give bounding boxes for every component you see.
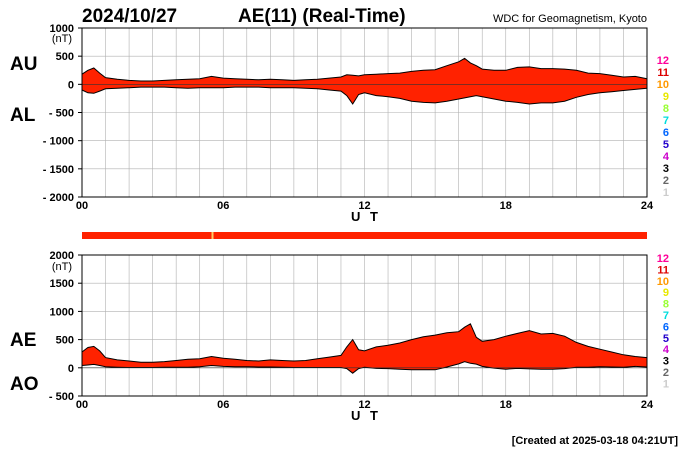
al-label: AL	[10, 105, 36, 126]
data-source: WDC for Geomagnetism, Kyoto	[493, 13, 647, 25]
level-legend-item: 7	[663, 310, 669, 322]
level-legend-item: 1	[663, 187, 669, 199]
y-tick-label: 1000	[50, 23, 74, 35]
series-line-au	[81, 57, 648, 82]
au-al-x-axis-label: U T	[351, 209, 381, 224]
level-legend-item: 5	[663, 139, 669, 151]
x-tick-label: 00	[76, 200, 88, 212]
x-tick-label: 06	[217, 399, 229, 411]
y-tick-label: - 1500	[43, 164, 74, 176]
ao-label: AO	[10, 374, 39, 395]
level-legend-item: 4	[663, 151, 670, 163]
y-tick-label: 500	[56, 51, 74, 63]
au-al-panel: AU AL (nT) U T 1000 500 0 - 500 - 1000 - 1500…	[10, 23, 654, 224]
ae-ao-unit-label: (nT)	[52, 261, 72, 273]
ae-ao-x-axis-label: U T	[351, 408, 381, 423]
x-tick-label: 24	[641, 200, 654, 212]
y-tick-label: 1500	[50, 278, 74, 290]
level-legend-item: 8	[663, 103, 669, 115]
level-legend-item: 3	[663, 356, 669, 368]
level-legend-item: 9	[663, 91, 669, 103]
y-tick-label: 2000	[50, 250, 74, 262]
level-legend-item: 4	[663, 344, 670, 356]
series-fill-area	[82, 58, 647, 104]
level-legend-item: 8	[663, 299, 669, 311]
level-legend-item: 9	[663, 287, 669, 299]
status-bar-marker	[211, 232, 214, 239]
x-tick-label: 12	[358, 399, 370, 411]
series-line-al	[81, 86, 648, 105]
level-legend-item: 1	[663, 378, 669, 390]
level-legend-item: 2	[663, 175, 669, 187]
level-legend-item: 3	[663, 163, 669, 175]
level-legend-item: 2	[663, 367, 669, 379]
x-tick-label: 06	[217, 200, 229, 212]
y-tick-label: 0	[68, 79, 74, 91]
x-tick-label: 00	[76, 399, 88, 411]
chart-title: AE(11) (Real-Time)	[238, 6, 406, 27]
y-tick-label: - 2000	[43, 192, 74, 204]
plot-frame	[81, 254, 648, 397]
level-legend-item: 12	[657, 253, 669, 265]
level-legend-item: 10	[657, 79, 669, 91]
x-tick-label: 18	[500, 399, 512, 411]
level-legend-item: 11	[657, 67, 669, 79]
level-legend-item: 11	[657, 264, 669, 276]
level-legend-item: 5	[663, 333, 669, 345]
level-legend-item: 12	[657, 55, 669, 67]
series-line-ae	[81, 323, 648, 363]
y-tick-label: - 1000	[43, 136, 74, 148]
series-fill-area	[82, 323, 647, 374]
y-tick-label: - 500	[49, 108, 74, 120]
x-tick-label: 18	[500, 200, 512, 212]
y-tick-label: 500	[56, 335, 74, 347]
level-legend-item: 6	[663, 321, 669, 333]
series-line-ao	[81, 361, 648, 374]
status-bar	[82, 232, 647, 239]
level-legend-item: 7	[663, 115, 669, 127]
level-legend-item: 6	[663, 127, 669, 139]
au-label: AU	[10, 54, 37, 75]
y-tick-label: - 500	[49, 391, 74, 403]
ae-label: AE	[10, 330, 36, 351]
y-tick-label: 0	[68, 363, 74, 375]
created-timestamp: [Created at 2025-03-18 04:21UT]	[512, 435, 679, 447]
level-legend-item: 10	[657, 276, 669, 288]
chart-date: 2024/10/27	[82, 6, 177, 27]
y-tick-label: 1000	[50, 306, 74, 318]
x-tick-label: 12	[358, 200, 370, 212]
x-tick-label: 24	[641, 399, 654, 411]
au-al-unit-label: (nT)	[52, 33, 72, 45]
